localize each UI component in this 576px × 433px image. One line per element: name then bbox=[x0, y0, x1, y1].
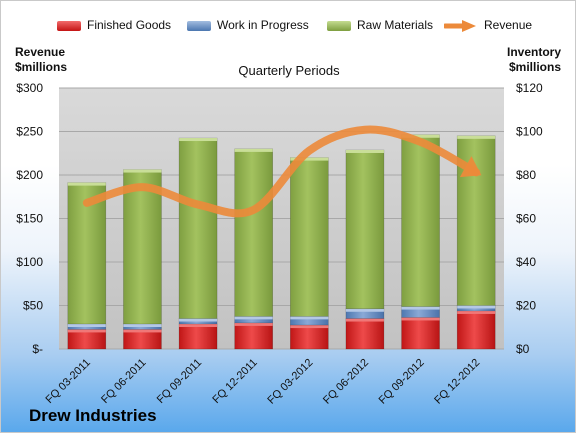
legend-label-revenue: Revenue bbox=[484, 18, 533, 32]
bar-top-work-in-progress bbox=[67, 323, 106, 327]
bar-raw-materials bbox=[178, 137, 218, 319]
revenue-arrowhead bbox=[459, 156, 482, 178]
left-tick-label: $200 bbox=[16, 168, 43, 182]
bar-finished-goods bbox=[290, 324, 329, 350]
legend-item-raw-materials: Raw Materials bbox=[327, 18, 433, 32]
category-label: FQ 03-2011 bbox=[44, 357, 93, 406]
right-tick-label: $60 bbox=[516, 212, 536, 226]
bar-raw-materials bbox=[123, 169, 162, 325]
left-tick-label: $300 bbox=[16, 81, 43, 95]
bar-top-finished-goods bbox=[345, 318, 384, 322]
bar-top-finished-goods bbox=[179, 323, 218, 327]
legend-label-finished-goods: Finished Goods bbox=[87, 18, 172, 32]
bar-top-work-in-progress bbox=[457, 305, 496, 309]
bar-top-finished-goods bbox=[67, 329, 106, 333]
right-axis-title: Inventory $millions bbox=[507, 45, 561, 75]
bar-finished-goods bbox=[456, 310, 496, 350]
bar-raw-materials bbox=[234, 148, 273, 317]
left-axis-title-line1: Revenue bbox=[15, 45, 66, 59]
bar-finished-goods bbox=[345, 318, 385, 350]
right-tick-label: $20 bbox=[516, 299, 536, 313]
chart-title: Quarterly Periods bbox=[238, 63, 340, 78]
bar-finished-goods bbox=[234, 322, 273, 350]
bar-top-raw-materials bbox=[345, 149, 384, 153]
bar-top-finished-goods bbox=[234, 322, 273, 326]
left-tick-label: $150 bbox=[16, 212, 43, 226]
bar-top-raw-materials bbox=[67, 182, 106, 186]
bar-top-work-in-progress bbox=[345, 308, 384, 312]
bar-top-finished-goods bbox=[457, 310, 496, 314]
left-axis-title-line2: $millions bbox=[15, 60, 68, 74]
bar-raw-materials bbox=[345, 149, 385, 310]
company-name: Drew Industries bbox=[29, 406, 157, 425]
bar-top-work-in-progress bbox=[290, 316, 329, 320]
bar-raw-materials bbox=[401, 134, 440, 307]
legend-label-raw-materials: Raw Materials bbox=[357, 18, 434, 32]
bar-top-raw-materials bbox=[290, 157, 329, 161]
bar-top-raw-materials bbox=[234, 148, 273, 152]
legend-item-work-in-progress: Work in Progress bbox=[187, 18, 309, 32]
right-tick-label: $100 bbox=[516, 125, 543, 139]
legend-swatch-work-in-progress bbox=[187, 20, 211, 31]
bar-raw-materials bbox=[290, 157, 329, 317]
bar-finished-goods bbox=[401, 317, 440, 350]
bar-top-finished-goods bbox=[401, 317, 440, 321]
category-label: FQ 12-2012 bbox=[432, 357, 482, 407]
right-tick-label: $80 bbox=[516, 168, 536, 182]
bar-top-raw-materials bbox=[123, 169, 162, 173]
right-tick-label: $0 bbox=[516, 342, 530, 356]
bar-top-raw-materials bbox=[179, 138, 218, 142]
right-tick-label: $120 bbox=[516, 81, 543, 95]
left-axis-title: Revenue $millions bbox=[15, 45, 67, 75]
bar-top-finished-goods bbox=[123, 329, 162, 333]
bar-top-work-in-progress bbox=[401, 306, 440, 310]
category-label: FQ 06-2012 bbox=[321, 357, 371, 407]
bar-top-raw-materials bbox=[457, 135, 496, 139]
category-label: FQ 09-2012 bbox=[377, 357, 427, 407]
left-tick-label: $100 bbox=[16, 255, 43, 269]
category-label: FQ 06-2011 bbox=[99, 357, 148, 406]
bar-top-work-in-progress bbox=[234, 316, 273, 320]
bar-top-raw-materials bbox=[401, 134, 440, 138]
category-label: FQ 09-2011 bbox=[155, 357, 204, 406]
right-tick-label: $40 bbox=[516, 255, 536, 269]
left-tick-label: $- bbox=[32, 342, 43, 356]
bar-finished-goods bbox=[178, 323, 218, 350]
category-label: FQ 03-2012 bbox=[265, 357, 315, 407]
revenue-line bbox=[82, 125, 481, 218]
bar-top-finished-goods bbox=[290, 325, 329, 329]
legend-swatch-raw-materials bbox=[327, 20, 351, 31]
legend-swatch-revenue bbox=[442, 19, 476, 32]
bar-top-work-in-progress bbox=[123, 323, 162, 327]
bar-top-work-in-progress bbox=[179, 318, 218, 322]
legend-item-finished-goods: Finished Goods bbox=[57, 18, 171, 32]
legend-item-revenue: Revenue bbox=[442, 18, 533, 32]
legend-label-work-in-progress: Work in Progress bbox=[217, 18, 309, 32]
left-tick-label: $250 bbox=[16, 125, 43, 139]
right-axis-title-line2: $millions bbox=[508, 60, 561, 74]
legend-swatch-finished-goods bbox=[57, 20, 81, 31]
category-label: FQ 12-2011 bbox=[210, 357, 259, 406]
left-tick-label: $50 bbox=[23, 299, 43, 313]
right-axis-title-line1: Inventory bbox=[506, 45, 561, 59]
